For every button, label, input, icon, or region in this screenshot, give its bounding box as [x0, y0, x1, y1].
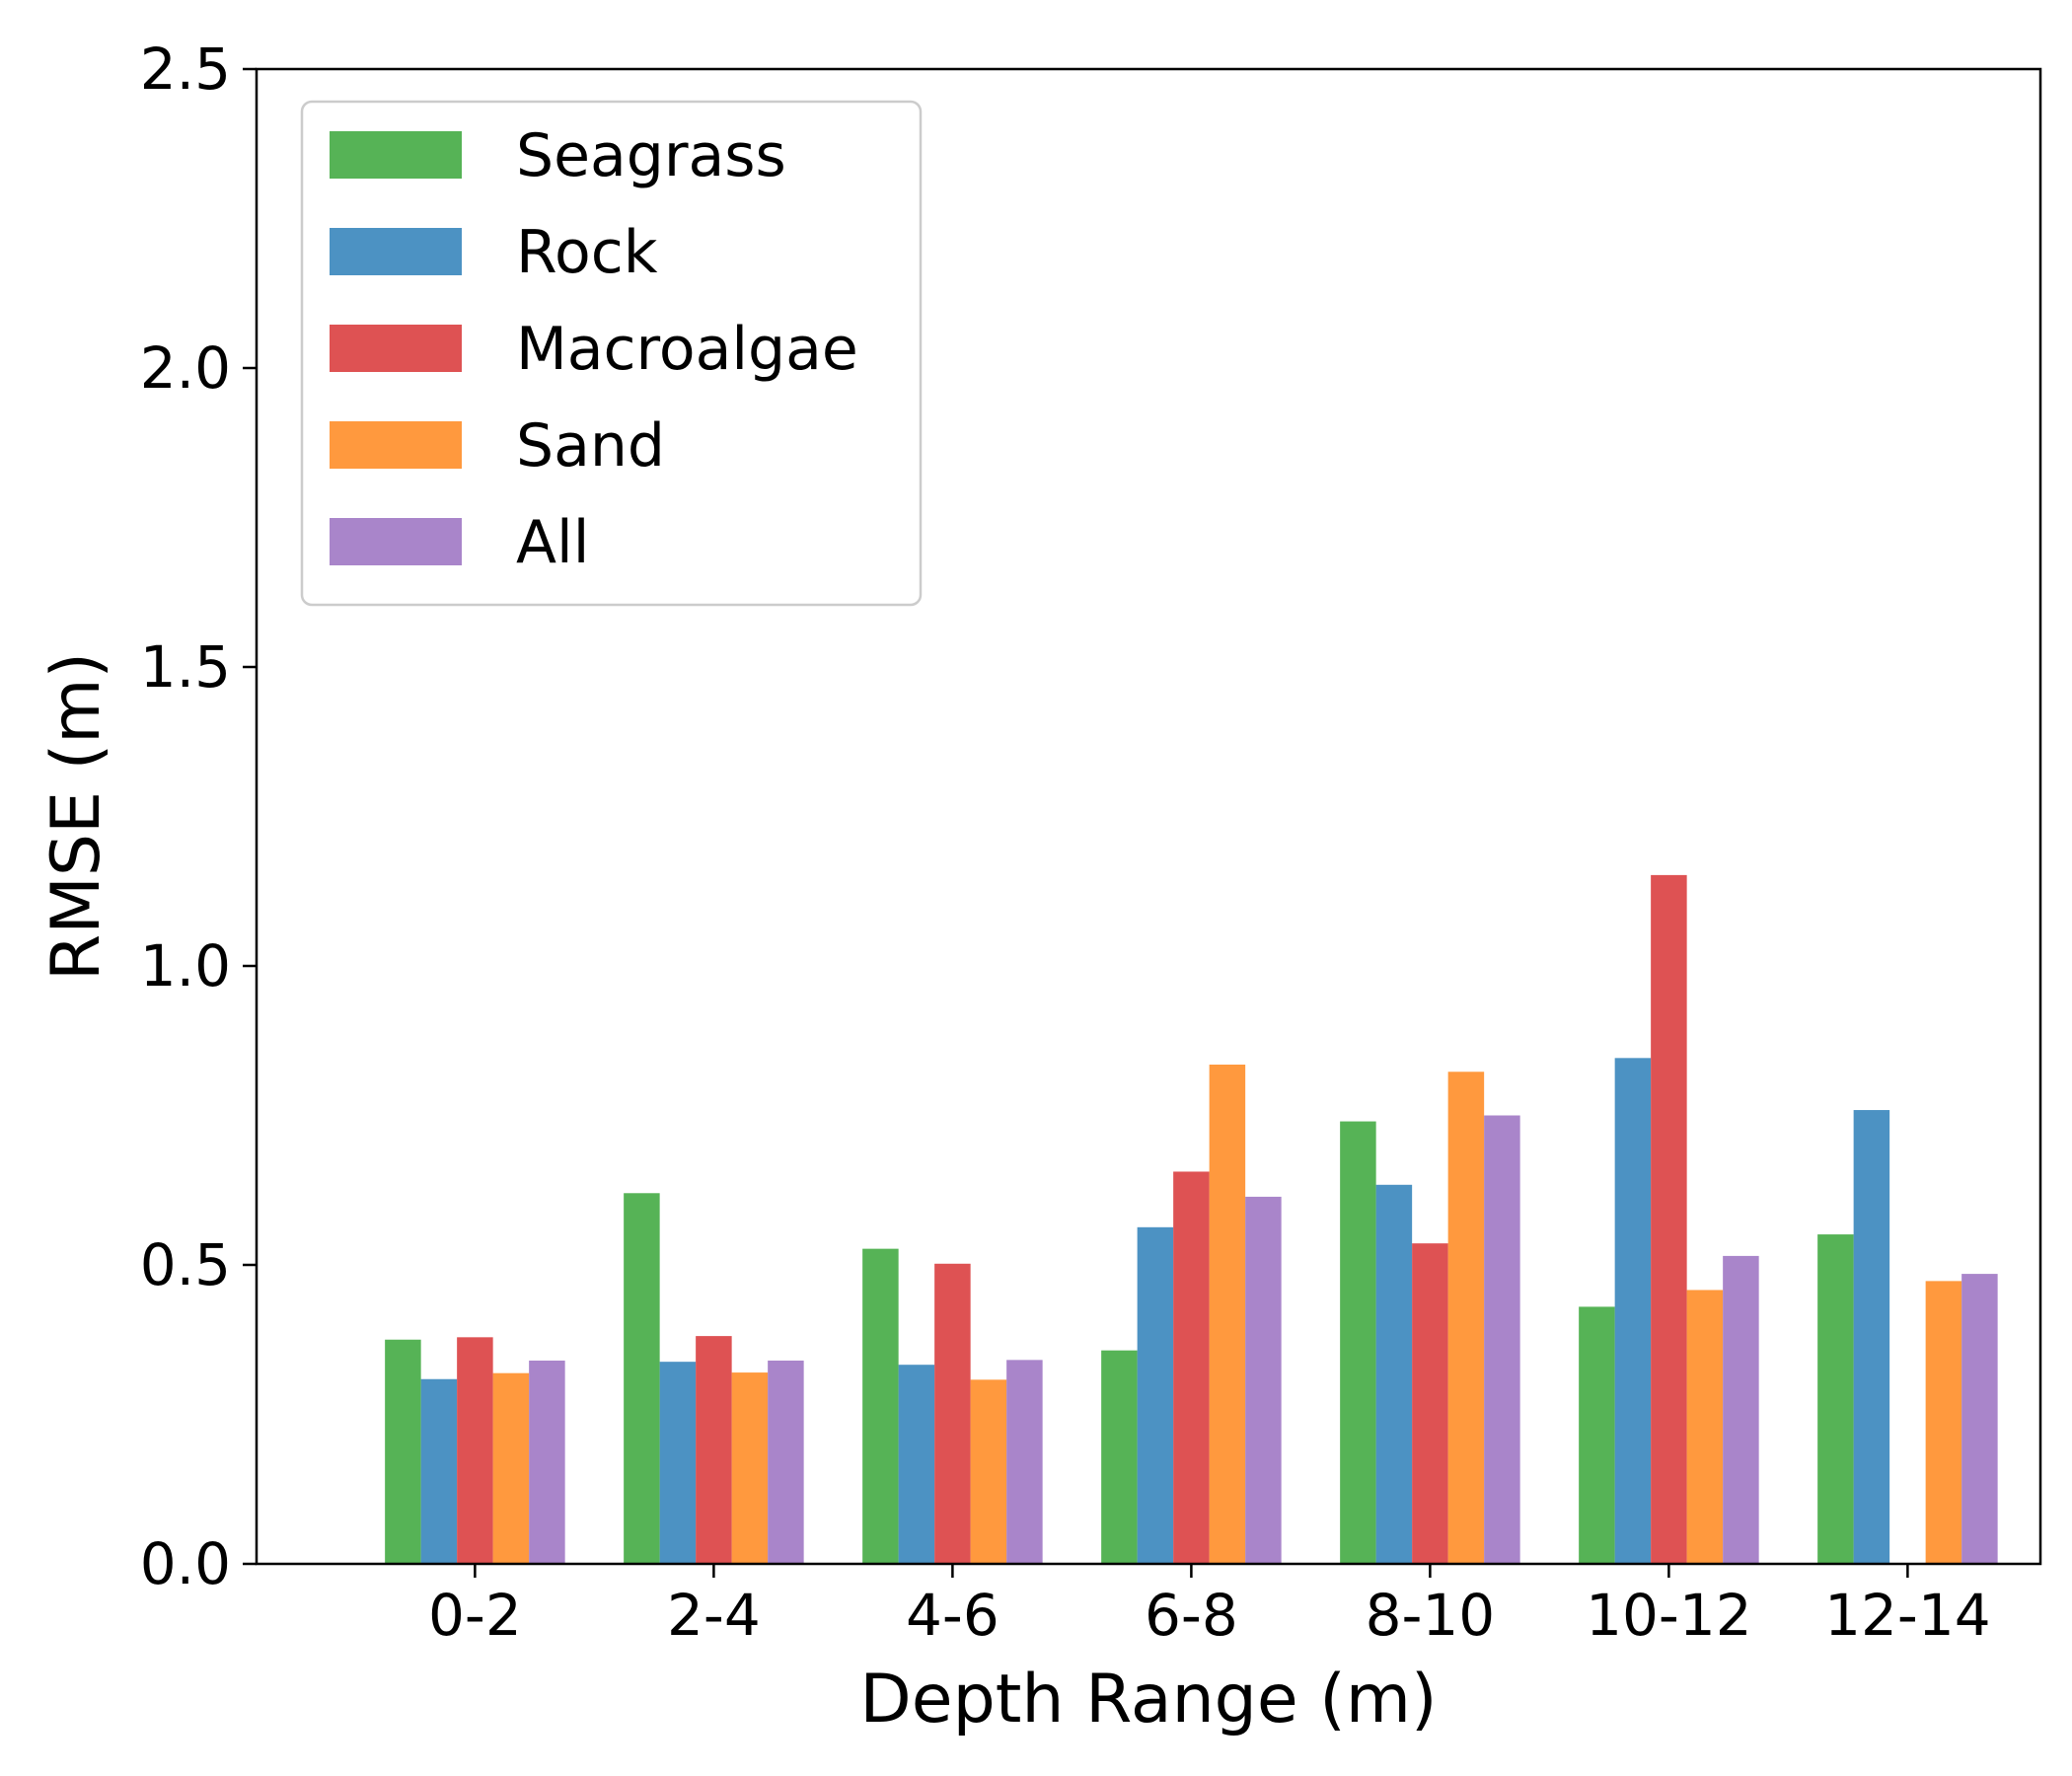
bar-macroalgae-4-6: [934, 1263, 971, 1564]
y-tick-label: 0.5: [140, 1231, 231, 1298]
bar-seagrass-10-12: [1579, 1306, 1615, 1564]
bar-rock-6-8: [1137, 1226, 1174, 1564]
bars-group: [385, 874, 1998, 1564]
bar-sand-2-4: [731, 1372, 769, 1564]
bar-all-12-14: [1961, 1274, 1998, 1564]
legend-swatch-rock: [330, 228, 462, 275]
bar-sand-4-6: [970, 1379, 1007, 1564]
bar-sand-6-8: [1209, 1064, 1246, 1564]
bar-macroalgae-6-8: [1173, 1171, 1210, 1564]
bar-sand-0-2: [492, 1372, 530, 1564]
bar-seagrass-4-6: [862, 1248, 899, 1564]
axes-group: 0.0 0.5 1.0 1.5 2.0 2.5 0-2 2-4 4-6 6-8 8-10 10-12 1…: [140, 36, 2042, 1649]
y-tick-label: 0.0: [140, 1530, 231, 1597]
x-tick-label: 0-2: [428, 1582, 522, 1649]
bar-all-4-6: [1006, 1360, 1043, 1564]
legend-swatch-macroalgae: [330, 325, 462, 372]
legend-label-seagrass: Seagrass: [516, 121, 786, 190]
bar-seagrass-12-14: [1817, 1234, 1854, 1564]
bar-all-6-8: [1245, 1196, 1282, 1564]
bar-rock-12-14: [1853, 1110, 1890, 1564]
x-tick-label: 2-4: [667, 1582, 761, 1649]
y-tick-label: 2.0: [140, 334, 231, 402]
bar-rock-4-6: [898, 1365, 935, 1564]
bar-macroalgae-2-4: [696, 1336, 732, 1564]
bar-rock-10-12: [1614, 1058, 1652, 1564]
bar-seagrass-2-4: [624, 1193, 660, 1564]
bar-sand-10-12: [1686, 1290, 1724, 1564]
bar-macroalgae-10-12: [1651, 874, 1687, 1564]
x-tick-label: 4-6: [906, 1582, 999, 1649]
y-tick-label: 2.5: [140, 36, 231, 103]
x-tick-label: 8-10: [1366, 1582, 1496, 1649]
y-tick-label: 1.5: [140, 633, 231, 701]
legend-frame: [300, 100, 923, 607]
bar-seagrass-0-2: [385, 1339, 421, 1564]
legend-swatch-sand: [330, 421, 462, 469]
legend-label-macroalgae: Macroalgae: [516, 315, 858, 384]
y-axis-title: RMSE (m): [37, 652, 115, 981]
bar-macroalgae-0-2: [457, 1337, 493, 1564]
x-tick-label: 12-14: [1824, 1582, 1991, 1649]
legend-label-all: All: [516, 508, 589, 577]
legend-swatch-all: [330, 518, 462, 565]
bar-rock-0-2: [420, 1378, 458, 1564]
bar-rock-2-4: [659, 1362, 697, 1564]
bar-seagrass-6-8: [1101, 1350, 1138, 1564]
bar-macroalgae-8-10: [1412, 1243, 1448, 1564]
bar-sand-8-10: [1447, 1072, 1485, 1564]
bar-sand-12-14: [1925, 1281, 1962, 1564]
bar-rock-8-10: [1375, 1184, 1413, 1564]
bar-all-8-10: [1484, 1115, 1520, 1564]
plot-frame: [255, 67, 2042, 1566]
legend-swatch-seagrass: [330, 131, 462, 179]
bar-seagrass-8-10: [1340, 1121, 1376, 1564]
bar-all-10-12: [1723, 1255, 1759, 1564]
legend-label-rock: Rock: [516, 218, 658, 287]
x-tick-label: 6-8: [1145, 1582, 1238, 1649]
bar-all-2-4: [768, 1360, 804, 1564]
y-tick-label: 1.0: [140, 932, 231, 999]
bar-all-0-2: [529, 1360, 565, 1564]
x-tick-label: 10-12: [1586, 1582, 1752, 1649]
legend: Seagrass Rock Macroalgae Sand All: [300, 100, 923, 607]
legend-label-sand: Sand: [516, 411, 665, 481]
x-axis-title: Depth Range (m): [859, 1661, 1437, 1739]
